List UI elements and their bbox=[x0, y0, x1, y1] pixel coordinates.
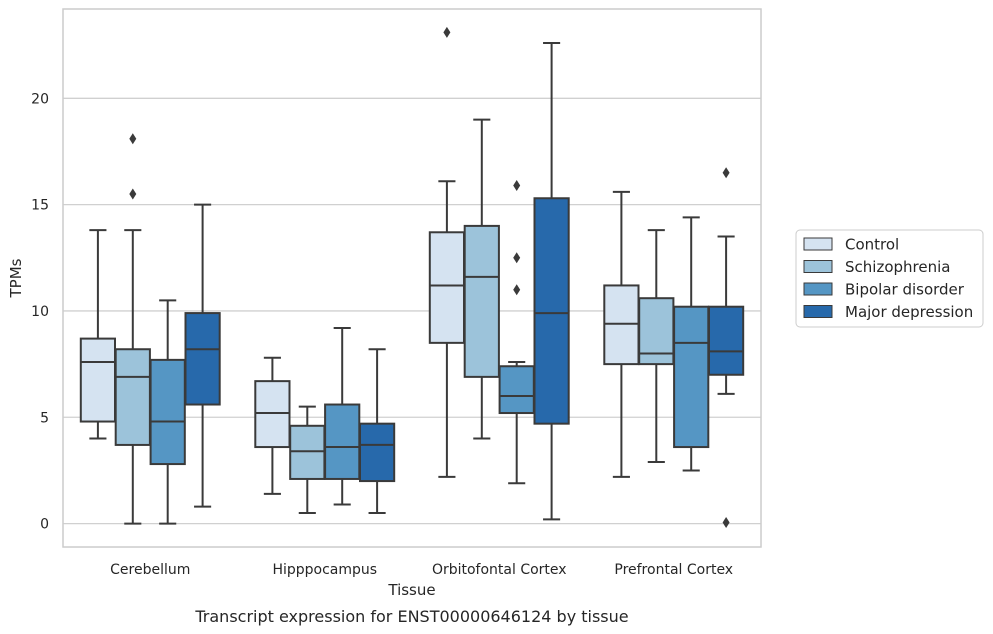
x-tick-label: Cerebellum bbox=[110, 562, 190, 578]
outlier-marker bbox=[129, 188, 137, 200]
box-plot-item bbox=[533, 42, 570, 521]
y-tick-label: 15 bbox=[31, 198, 49, 214]
legend-label: Control bbox=[845, 236, 899, 254]
outlier-marker bbox=[513, 284, 521, 296]
x-tick-label: Orbitofontal Cortex bbox=[432, 562, 567, 578]
box-plot-item bbox=[638, 229, 675, 463]
y-tick-label: 0 bbox=[40, 517, 49, 533]
box-plot-item bbox=[324, 326, 361, 506]
series-group bbox=[149, 179, 710, 525]
y-tick-label: 5 bbox=[40, 410, 49, 426]
box bbox=[149, 358, 186, 466]
box-plot-item bbox=[358, 348, 396, 514]
outlier-marker bbox=[722, 167, 730, 179]
box-plot-item bbox=[673, 216, 710, 472]
outlier-marker bbox=[443, 26, 451, 38]
box bbox=[707, 305, 745, 376]
box-plot-item bbox=[707, 167, 745, 529]
chart-caption: Transcript expression for ENST0000064612… bbox=[194, 607, 628, 626]
legend-label: Schizophrenia bbox=[845, 258, 950, 276]
box-plot-item bbox=[149, 299, 186, 525]
outlier-marker bbox=[513, 252, 521, 264]
y-tick-label: 20 bbox=[31, 91, 49, 107]
box-plot-item bbox=[254, 356, 291, 495]
box bbox=[603, 284, 640, 366]
box bbox=[358, 422, 396, 483]
box-plot-item bbox=[114, 133, 151, 525]
y-tick-label: 10 bbox=[31, 304, 49, 320]
box-plot-item bbox=[603, 190, 640, 478]
x-tick-label: Prefrontal Cortex bbox=[614, 562, 733, 578]
x-axis-label: Tissue bbox=[387, 581, 435, 599]
box bbox=[324, 403, 361, 480]
outlier-marker bbox=[129, 133, 137, 145]
box bbox=[498, 365, 535, 415]
box-plot-item bbox=[428, 26, 466, 478]
legend-swatch bbox=[803, 237, 833, 251]
y-tick-labels: 0 5 10 15 20 bbox=[31, 91, 49, 532]
x-tick-labels: Cerebellum Hipppocampus Orbitofontal Corte… bbox=[110, 562, 733, 578]
legend-label: Bipolar disorder bbox=[845, 281, 965, 299]
outlier-marker bbox=[722, 517, 730, 529]
plot-frame bbox=[62, 8, 762, 548]
box-plot-item bbox=[79, 229, 117, 440]
legend-swatch bbox=[803, 282, 833, 296]
box bbox=[428, 231, 466, 344]
box bbox=[289, 424, 326, 480]
outlier-marker bbox=[513, 179, 521, 191]
series-group bbox=[184, 42, 745, 529]
box bbox=[79, 337, 117, 423]
series-group bbox=[114, 118, 675, 525]
box bbox=[184, 312, 221, 406]
legend-frame bbox=[795, 229, 984, 328]
legend-swatch bbox=[803, 260, 833, 273]
y-axis-label: TPMs bbox=[7, 258, 25, 298]
legend-swatch bbox=[803, 305, 833, 318]
box-plot-item bbox=[463, 118, 500, 440]
box bbox=[463, 224, 500, 378]
box bbox=[254, 380, 291, 449]
box bbox=[114, 348, 151, 446]
box-series-layer bbox=[79, 26, 745, 529]
box-plot-item bbox=[184, 203, 221, 508]
legend-label: Major depression bbox=[845, 303, 973, 321]
box bbox=[673, 305, 710, 449]
legend: Control Schizophrenia Bipolar disorder Majo… bbox=[795, 229, 984, 328]
box-plot-item bbox=[498, 179, 535, 485]
box bbox=[533, 197, 570, 425]
x-tick-label: Hipppocampus bbox=[272, 562, 377, 578]
box-plot-item bbox=[289, 405, 326, 514]
